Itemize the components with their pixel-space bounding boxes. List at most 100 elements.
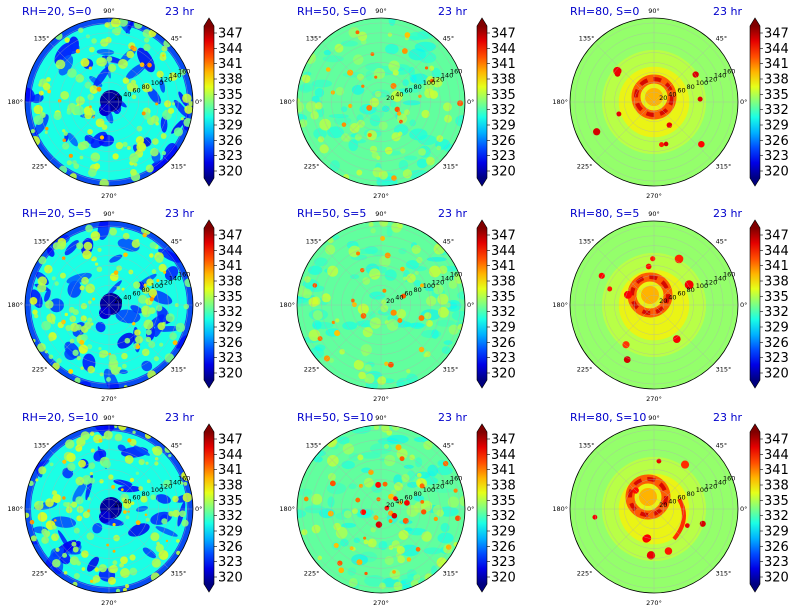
radial-tick-label: 120 — [705, 482, 717, 490]
field-structures — [297, 425, 465, 591]
colorbar-tick-label: 344 — [764, 244, 789, 259]
angle-tick-label: 0° — [195, 505, 202, 513]
colorbar-tick-label: 329 — [218, 321, 243, 336]
angle-tick-label: 0° — [467, 98, 474, 106]
radial-tick-label: 140 — [169, 479, 181, 487]
angle-tick-label: 135° — [306, 238, 322, 246]
time-label: 23 hr — [438, 411, 467, 424]
time-label: 23 hr — [713, 411, 742, 424]
radial-tick-label: 20 — [659, 297, 667, 305]
panel-title: RH=20, S=5 — [22, 207, 91, 220]
polar-grid — [570, 18, 738, 186]
angle-tick-label: 0° — [740, 505, 747, 513]
polar-frame — [296, 220, 466, 390]
colorbar-tick-label: 323 — [218, 555, 243, 570]
colorbar-tick-label: 338 — [218, 275, 243, 290]
radial-tick-label: 80 — [687, 490, 695, 498]
angle-tick-label: 45° — [716, 35, 728, 43]
radial-tick-label: 60 — [132, 290, 140, 298]
radial-tick-label: 80 — [687, 83, 695, 91]
radial-tick-label: 100 — [696, 486, 708, 494]
angle-tick-label: 270° — [101, 192, 117, 200]
colorbar-tick-label: 344 — [764, 42, 789, 57]
radial-tick-label: 160 — [723, 271, 735, 279]
angle-tick-label: 180° — [7, 505, 23, 513]
radial-tick-label: 140 — [441, 275, 453, 283]
colorbar-tick-label: 341 — [218, 259, 243, 274]
radial-tick-label: 100 — [696, 282, 708, 290]
angle-tick-label: 315° — [443, 162, 459, 170]
radial-tick-label: 80 — [687, 286, 695, 294]
angle-tick-label: 315° — [171, 162, 187, 170]
time-label: 23 hr — [438, 207, 467, 220]
colorbar-tick-label: 332 — [764, 103, 789, 118]
colorbar-tick-label: 320 — [491, 165, 516, 180]
colorbar-tick-label: 341 — [764, 259, 789, 274]
radial-tick-label: 40 — [668, 497, 676, 505]
colorbar-tick-label: 329 — [218, 525, 243, 540]
colorbar-tick-label: 344 — [491, 244, 516, 259]
radial-tick-label: 60 — [404, 494, 412, 502]
colorbar-tick-label: 335 — [764, 88, 789, 103]
radial-tick-label: 160 — [723, 475, 735, 483]
colorbar-tick-label: 323 — [218, 351, 243, 366]
angle-tick-label: 135° — [34, 35, 50, 43]
angle-tick-label: 225° — [577, 162, 593, 170]
radial-tick-label: 140 — [441, 72, 453, 80]
angle-tick-label: 0° — [467, 301, 474, 309]
colorbar-tick-label: 341 — [218, 463, 243, 478]
radial-tick-label: 20 — [114, 94, 122, 102]
colorbar-tick-label: 341 — [218, 57, 243, 72]
colorbar-tick-label: 341 — [764, 57, 789, 72]
colorbar-tick-label: 341 — [491, 259, 516, 274]
colorbar-tick-label: 335 — [491, 88, 516, 103]
colorbar-tick-label: 338 — [491, 73, 516, 88]
polar-grid — [25, 18, 193, 186]
angle-tick-label: 135° — [306, 35, 322, 43]
colorbar-tick-label: 341 — [491, 57, 516, 72]
angle-tick-label: 270° — [373, 395, 389, 403]
angle-tick-label: 315° — [716, 569, 732, 577]
colorbar-tick-label: 332 — [218, 103, 243, 118]
radial-tick-label: 20 — [114, 501, 122, 509]
radial-tick-label: 100 — [423, 282, 435, 290]
colorbar-tick-label: 338 — [764, 275, 789, 290]
radial-tick-label: 80 — [414, 83, 422, 91]
polar-grid — [25, 425, 193, 593]
radial-tick-label: 40 — [668, 90, 676, 98]
polar-frame — [24, 424, 194, 594]
angle-tick-label: 90° — [648, 210, 660, 218]
angle-tick-label: 270° — [101, 395, 117, 403]
colorbar-tick-label: 335 — [491, 290, 516, 305]
colorbar-tick-label: 326 — [764, 134, 789, 149]
angle-tick-label: 225° — [304, 162, 320, 170]
polar-grid — [297, 18, 465, 186]
polar-frame — [24, 17, 194, 187]
colorbar-tick-label: 332 — [218, 509, 243, 524]
field-structures — [297, 221, 465, 389]
radial-tick-label: 80 — [142, 490, 150, 498]
radial-tick-label: 120 — [160, 278, 172, 286]
colorbar-tick-label: 338 — [218, 73, 243, 88]
colorbar-tick-label: 326 — [218, 134, 243, 149]
colorbar-tick-label: 347 — [491, 229, 516, 244]
panel-title: RH=50, S=5 — [297, 207, 366, 220]
angle-tick-label: 225° — [577, 569, 593, 577]
radial-tick-label: 120 — [432, 75, 444, 83]
colorbar-tick-label: 320 — [218, 571, 243, 586]
colorbar-tick-label: 338 — [764, 479, 789, 494]
radial-tick-label: 60 — [404, 87, 412, 95]
colorbar-tick-label: 335 — [218, 290, 243, 305]
angle-tick-label: 315° — [171, 365, 187, 373]
colorbar-tick-label: 335 — [218, 494, 243, 509]
angle-tick-label: 225° — [577, 365, 593, 373]
colorbar-tick-label: 347 — [764, 229, 789, 244]
angle-tick-label: 270° — [646, 192, 662, 200]
angle-tick-label: 180° — [279, 505, 295, 513]
angle-tick-label: 315° — [716, 162, 732, 170]
